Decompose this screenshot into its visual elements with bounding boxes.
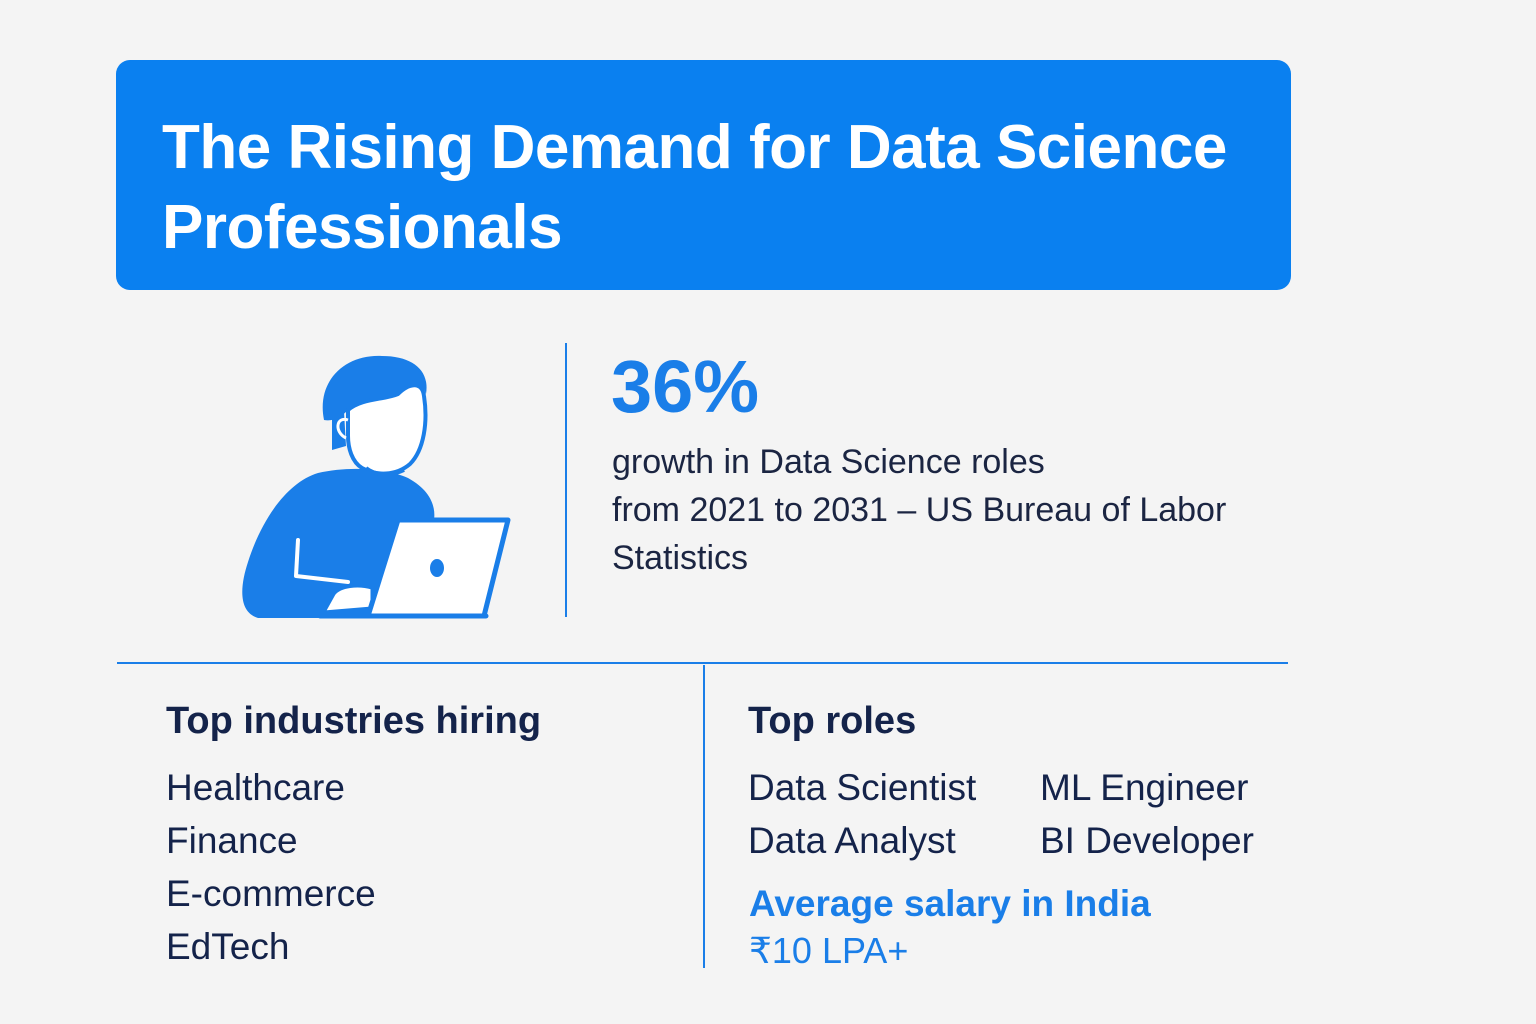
horizontal-divider xyxy=(117,662,1288,664)
growth-stat-value: 36% xyxy=(611,345,760,428)
salary-value: ₹10 LPA+ xyxy=(749,930,909,971)
industries-heading: Top industries hiring xyxy=(166,700,542,742)
list-item: Data Analyst xyxy=(748,820,956,861)
person-with-laptop-icon xyxy=(236,350,526,625)
list-item: BI Developer xyxy=(1040,820,1254,861)
list-item: EdTech xyxy=(166,926,290,967)
roles-heading: Top roles xyxy=(748,700,917,742)
list-item: E-commerce xyxy=(166,873,376,914)
vertical-divider-bottom xyxy=(703,665,705,968)
stat-line: from 2021 to 2031 – US Bureau of Labor xyxy=(612,491,1227,529)
growth-stat-description: growth in Data Science roles from 2021 to… xyxy=(612,438,1252,582)
industries-list: Healthcare Finance E-commerce EdTech xyxy=(166,761,376,973)
title-banner: The Rising Demand for Data Science Profe… xyxy=(116,60,1291,290)
roles-list-column-1: Data Scientist Data Analyst xyxy=(748,761,976,867)
list-item: Healthcare xyxy=(166,767,345,808)
stat-line: growth in Data Science roles xyxy=(612,443,1045,481)
roles-list-column-2: ML Engineer BI Developer xyxy=(1040,761,1254,867)
stat-line: Statistics xyxy=(612,539,749,577)
salary-label: Average salary in India xyxy=(749,883,1151,924)
page-title: The Rising Demand for Data Science Profe… xyxy=(162,113,1227,262)
vertical-divider-top xyxy=(565,343,567,617)
list-item: Finance xyxy=(166,820,298,861)
list-item: ML Engineer xyxy=(1040,767,1249,808)
list-item: Data Scientist xyxy=(748,767,977,808)
